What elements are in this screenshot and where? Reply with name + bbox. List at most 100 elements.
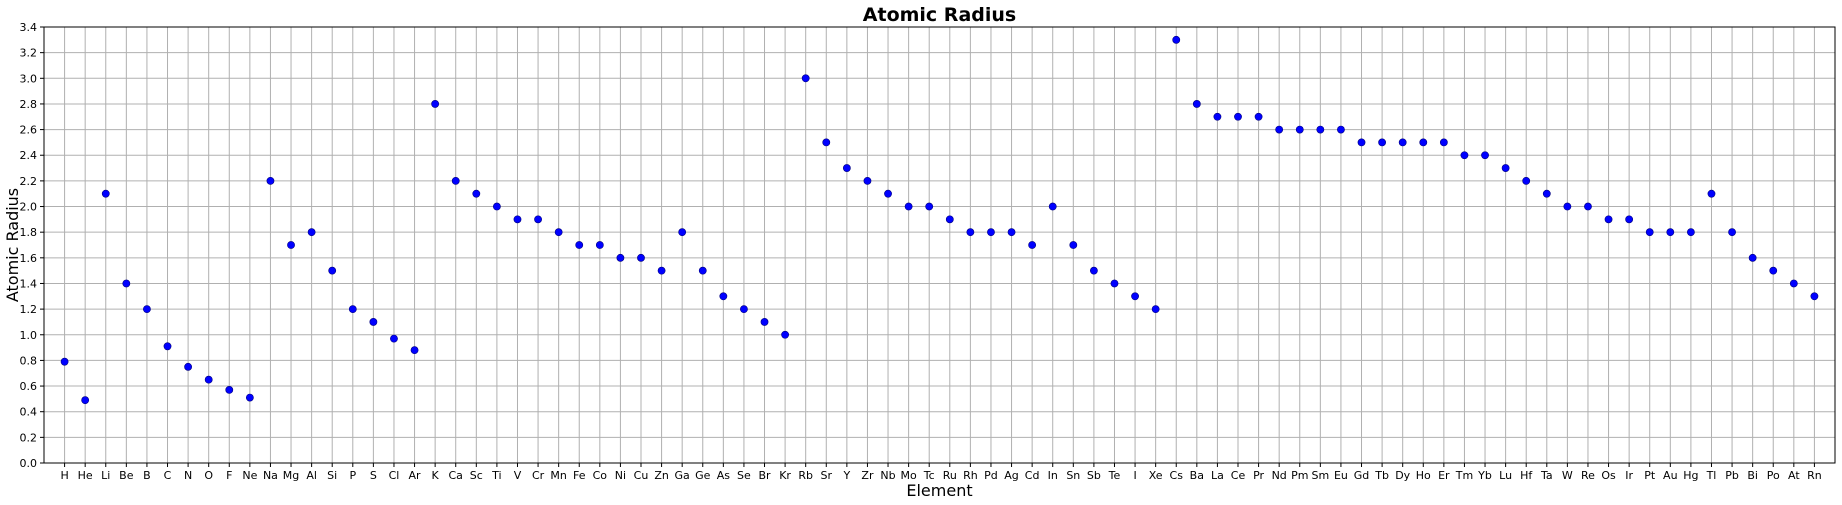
x-tick-label-tl: Tl <box>1706 469 1717 482</box>
data-point-si <box>328 266 337 275</box>
y-tick-label: 0.8 <box>20 354 38 367</box>
data-point-nd <box>1275 125 1284 134</box>
y-tick-label: 0.0 <box>20 457 38 470</box>
data-points <box>60 35 1819 405</box>
x-tick-label-br: Br <box>758 469 771 482</box>
y-tick-label: 2.4 <box>20 149 38 162</box>
x-tick-label-zr: Zr <box>861 469 874 482</box>
data-point-al <box>307 228 316 237</box>
data-point-dy <box>1398 138 1407 147</box>
x-tick-label-ta: Ta <box>1540 469 1553 482</box>
x-tick-label-in: In <box>1048 469 1058 482</box>
x-tick-label-sr: Sr <box>821 469 833 482</box>
data-point-k <box>431 100 440 108</box>
x-tick-label-rh: Rh <box>963 469 978 482</box>
data-point-ru <box>945 215 954 224</box>
data-point-c <box>163 342 172 351</box>
x-tick-label-k: K <box>432 469 440 482</box>
x-tick-label-eu: Eu <box>1334 469 1348 482</box>
data-point-i <box>1131 292 1139 301</box>
x-tick-label-nd: Nd <box>1272 469 1287 482</box>
data-point-rn <box>1810 292 1819 301</box>
data-point-h <box>60 357 69 366</box>
x-tick-label-co: Co <box>593 469 608 482</box>
x-tick-label-o: O <box>204 469 213 482</box>
y-tick-label: 3.4 <box>20 21 38 34</box>
plot-frame <box>43 26 1836 464</box>
data-point-xe <box>1151 305 1160 314</box>
x-tick-label-la: La <box>1211 469 1224 482</box>
data-point-mn <box>554 228 563 237</box>
y-axis-label: Atomic Radius <box>3 188 22 302</box>
x-tick-label-tc: Tc <box>923 469 935 482</box>
x-tick-label-s: S <box>370 469 377 482</box>
x-tick-label-si: Si <box>327 469 337 482</box>
data-point-v <box>513 215 522 224</box>
x-tick-label-fe: Fe <box>573 469 586 482</box>
data-point-er <box>1439 138 1448 147</box>
x-tick-label-au: Au <box>1663 469 1678 482</box>
data-point-cs <box>1172 35 1181 44</box>
data-point-mg <box>287 241 295 249</box>
x-tick-label-pb: Pb <box>1725 469 1739 482</box>
data-point-kr <box>781 330 790 339</box>
x-tick-label-ni: Ni <box>615 469 626 482</box>
x-tick-label-er: Er <box>1438 469 1450 482</box>
x-axis-label: Element <box>906 481 972 500</box>
data-point-eu <box>1337 125 1345 134</box>
x-tick-label-mn: Mn <box>550 469 566 482</box>
x-tick-label-bi: Bi <box>1747 469 1758 482</box>
data-point-ta <box>1542 189 1551 198</box>
data-point-be <box>122 279 131 288</box>
x-tick-label-be: Be <box>119 469 134 482</box>
x-tick-label-ca: Ca <box>449 469 463 482</box>
x-tick-label-na: Na <box>263 469 278 482</box>
data-point-pr <box>1254 112 1263 121</box>
data-point-f <box>225 386 234 394</box>
data-point-b <box>143 305 151 314</box>
data-point-nb <box>884 189 892 198</box>
x-tick-label-ru: Ru <box>943 469 957 482</box>
data-point-sm <box>1316 125 1325 134</box>
x-tick-label-lu: Lu <box>1499 469 1512 482</box>
data-point-pd <box>987 228 995 237</box>
x-tick-label-cu: Cu <box>634 469 649 482</box>
x-tick-label-re: Re <box>1581 469 1595 482</box>
data-point-re <box>1584 202 1592 211</box>
x-tick-label-sb: Sb <box>1087 469 1101 482</box>
data-point-pb <box>1728 228 1736 237</box>
x-tick-label-hf: Hf <box>1520 469 1533 482</box>
y-tick-label: 3.0 <box>20 72 38 85</box>
data-point-la <box>1213 112 1222 121</box>
data-point-bi <box>1748 253 1757 262</box>
data-point-se <box>740 305 748 314</box>
x-tick-label-tm: Tm <box>1455 469 1473 482</box>
y-tick-label: 3.2 <box>20 47 38 60</box>
x-tick-label-ir: Ir <box>1625 469 1633 482</box>
x-tick-label-as: As <box>717 469 731 482</box>
x-tick-label-y: Y <box>842 469 850 482</box>
data-point-pm <box>1295 125 1304 134</box>
data-point-ni <box>616 253 625 262</box>
x-tick-label-mo: Mo <box>901 469 917 482</box>
chart-title: Atomic Radius <box>863 4 1016 26</box>
data-point-os <box>1604 215 1613 224</box>
data-point-tl <box>1707 189 1716 198</box>
data-point-na <box>266 176 275 185</box>
data-point-at <box>1789 279 1798 288</box>
data-point-n <box>184 362 193 371</box>
x-tick-label-dy: Dy <box>1395 469 1410 482</box>
data-point-sc <box>472 189 481 198</box>
x-axis: H He Li Be B C N O F Ne Na Mg Al Si P S Cl Ar K Ca Sc Ti V Cr Mn… <box>60 463 1822 482</box>
data-point-rb <box>801 74 810 83</box>
x-tick-label-pm: Pm <box>1291 469 1308 482</box>
y-tick-label: 0.2 <box>20 431 38 444</box>
data-point-cr <box>534 215 542 224</box>
data-point-ne <box>245 393 254 402</box>
x-tick-label-ge: Ge <box>695 469 711 482</box>
x-tick-label-nb: Nb <box>880 469 895 482</box>
data-point-y <box>842 164 851 172</box>
data-point-hf <box>1522 176 1531 185</box>
y-tick-label: 0.6 <box>20 380 38 393</box>
data-point-s <box>369 318 378 326</box>
